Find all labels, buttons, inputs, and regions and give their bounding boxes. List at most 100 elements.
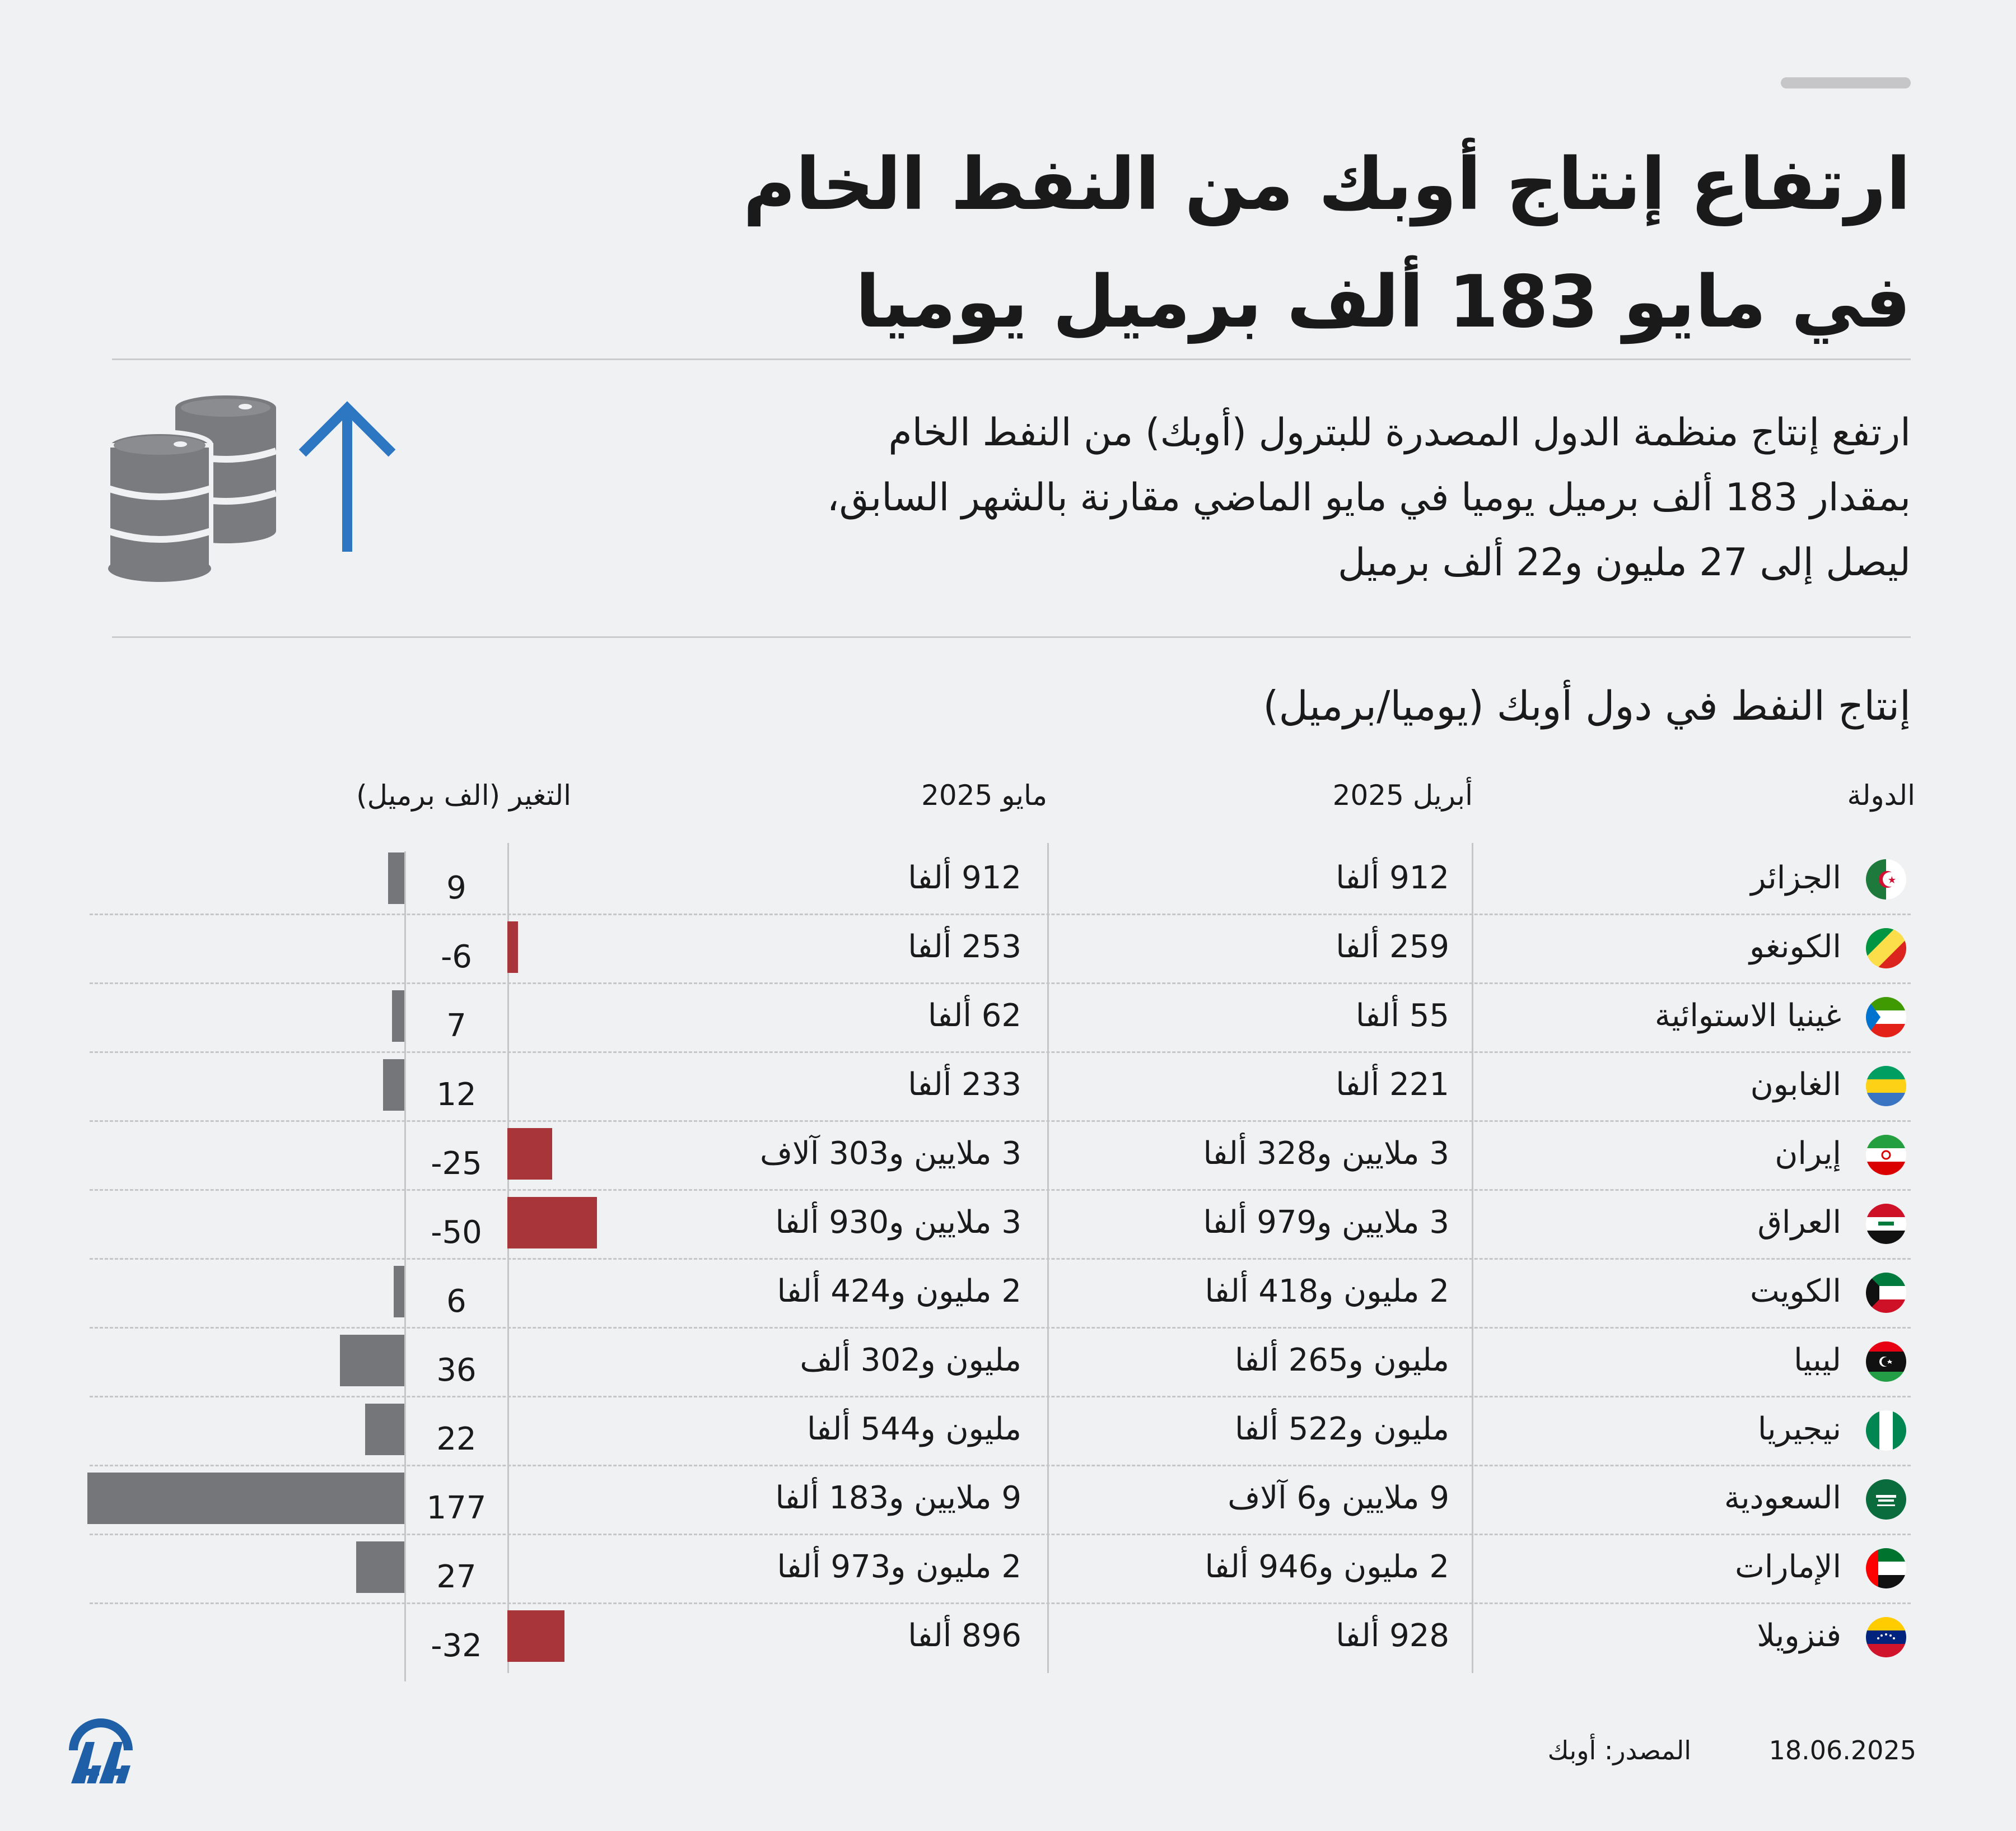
libya-flag-icon bbox=[1866, 1341, 1906, 1382]
country-name: الكونغو bbox=[1749, 929, 1841, 965]
change-bar bbox=[339, 1335, 404, 1386]
may-value: مليون و302 ألف bbox=[800, 1342, 1021, 1378]
change-value: 36 bbox=[436, 1352, 477, 1389]
april-value: 221 ألفا bbox=[1336, 1066, 1449, 1103]
may-value: 3 ملايين و930 ألفا bbox=[775, 1204, 1021, 1241]
country-name: الكويت bbox=[1749, 1273, 1841, 1310]
country-name: إيران bbox=[1775, 1135, 1841, 1172]
may-value: 62 ألفا bbox=[927, 998, 1021, 1034]
may-value: 3 ملايين و303 آلاف bbox=[759, 1135, 1021, 1172]
april-value: 2 مليون و946 ألفا bbox=[1205, 1549, 1449, 1585]
congo-flag-icon bbox=[1866, 928, 1906, 968]
change-bar bbox=[507, 1128, 552, 1180]
april-value: 3 ملايين و328 ألفا bbox=[1203, 1135, 1449, 1172]
change-bar bbox=[356, 1541, 404, 1593]
change-value: -32 bbox=[431, 1628, 482, 1664]
may-value: 912 ألفا bbox=[908, 860, 1021, 896]
bar-axis-line bbox=[404, 851, 406, 1681]
change-value: 12 bbox=[436, 1077, 477, 1113]
change-value: 6 bbox=[446, 1283, 466, 1320]
saudi-arabia-flag-icon bbox=[1866, 1479, 1906, 1520]
date-label: 18.06.2025 bbox=[1768, 1735, 1916, 1765]
change-bar bbox=[507, 921, 519, 973]
country-name: نيجيريا bbox=[1757, 1411, 1841, 1447]
row-separator bbox=[90, 1602, 1911, 1604]
change-bar bbox=[365, 1404, 404, 1455]
change-value: 22 bbox=[436, 1421, 477, 1457]
row-separator bbox=[90, 1120, 1911, 1122]
aa-logo-icon bbox=[69, 1718, 133, 1783]
change-value: -50 bbox=[431, 1214, 482, 1251]
title-line-2: في مايو 183 ألف برميل يوميا bbox=[855, 260, 1911, 344]
row-separator bbox=[90, 1396, 1911, 1397]
change-value: 177 bbox=[426, 1490, 487, 1526]
row-separator bbox=[90, 982, 1911, 984]
change-bar bbox=[382, 1059, 404, 1111]
may-value: مليون و544 ألفا bbox=[806, 1411, 1021, 1447]
april-value: مليون و265 ألفا bbox=[1234, 1342, 1449, 1378]
row-separator bbox=[90, 1189, 1911, 1191]
page-title: ارتفاع إنتاج أوبك من النفط الخام في مايو… bbox=[567, 126, 1911, 361]
row-separator bbox=[90, 1534, 1911, 1535]
header-country: الدولة bbox=[1847, 779, 1915, 812]
country-name: الغابون bbox=[1750, 1066, 1841, 1103]
algeria-flag-icon bbox=[1866, 859, 1906, 900]
gabon-flag-icon bbox=[1866, 1066, 1906, 1106]
may-value: 2 مليون و424 ألفا bbox=[777, 1273, 1021, 1310]
header-april: أبريل 2025 bbox=[1332, 779, 1473, 812]
intro-line-2: بمقدار 183 ألف برميل يوميا في مايو الماض… bbox=[827, 476, 1911, 520]
iraq-flag-icon bbox=[1866, 1204, 1906, 1244]
intro-text: ارتفع إنتاج منظمة الدول المصدرة للبترول … bbox=[455, 400, 1911, 595]
intro-line-3: ليصل إلى 27 مليون و22 ألف برميل bbox=[1337, 541, 1911, 585]
row-separator bbox=[90, 1465, 1911, 1466]
country-name: الجزائر bbox=[1751, 860, 1841, 896]
venezuela-flag-icon bbox=[1866, 1617, 1906, 1657]
country-name: العراق bbox=[1757, 1204, 1841, 1241]
divider-top bbox=[112, 358, 1911, 360]
april-value: 259 ألفا bbox=[1336, 929, 1449, 965]
country-name: غينيا الاستوائية bbox=[1654, 998, 1841, 1034]
april-value: 3 ملايين و979 ألفا bbox=[1203, 1204, 1449, 1241]
up-arrow-icon bbox=[298, 401, 396, 552]
country-name: الإمارات bbox=[1735, 1549, 1841, 1585]
row-separator bbox=[90, 1258, 1911, 1260]
change-bar bbox=[507, 1197, 597, 1248]
change-bar bbox=[393, 1266, 404, 1317]
chart-title: إنتاج النفط في دول أوبك (يوميا/برميل) bbox=[1263, 682, 1911, 729]
intro-line-1: ارتفع إنتاج منظمة الدول المصدرة للبترول … bbox=[888, 411, 1911, 455]
divider-middle bbox=[112, 636, 1911, 638]
change-value: -6 bbox=[441, 939, 472, 975]
iran-flag-icon bbox=[1866, 1135, 1906, 1175]
country-name: ليبيا bbox=[1794, 1342, 1841, 1378]
april-value: 912 ألفا bbox=[1336, 860, 1449, 896]
country-name: السعودية bbox=[1724, 1480, 1841, 1516]
row-separator bbox=[90, 914, 1911, 915]
title-line-1: ارتفاع إنتاج أوبك من النفط الخام bbox=[743, 143, 1911, 226]
april-value: 2 مليون و418 ألفا bbox=[1205, 1273, 1449, 1310]
uae-flag-icon bbox=[1866, 1548, 1906, 1588]
may-value: 253 ألفا bbox=[908, 929, 1021, 965]
change-bar bbox=[388, 852, 404, 904]
may-value: 233 ألفا bbox=[908, 1066, 1021, 1103]
top-bar-decoration bbox=[1781, 77, 1911, 88]
may-value: 9 ملايين و183 ألفا bbox=[775, 1480, 1021, 1516]
header-change: التغير (الف برميل) bbox=[356, 779, 571, 812]
kuwait-flag-icon bbox=[1866, 1273, 1906, 1313]
row-separator bbox=[90, 1327, 1911, 1329]
may-value: 896 ألفا bbox=[908, 1618, 1021, 1654]
change-value: 27 bbox=[436, 1559, 477, 1595]
april-value: 9 ملايين و6 آلاف bbox=[1228, 1480, 1449, 1516]
change-bar bbox=[87, 1473, 404, 1524]
change-value: -25 bbox=[431, 1145, 482, 1182]
country-name: فنزويلا bbox=[1757, 1618, 1841, 1654]
row-separator bbox=[90, 1051, 1911, 1053]
oil-barrels-icon bbox=[106, 395, 277, 582]
april-value: مليون و522 ألفا bbox=[1234, 1411, 1449, 1447]
april-value: 55 ألفا bbox=[1355, 998, 1449, 1034]
change-value: 7 bbox=[446, 1008, 466, 1044]
source-label: المصدر: أوبك bbox=[1547, 1735, 1691, 1765]
may-value: 2 مليون و973 ألفا bbox=[777, 1549, 1021, 1585]
equatorial-guinea-flag-icon bbox=[1866, 997, 1906, 1037]
nigeria-flag-icon bbox=[1866, 1410, 1906, 1451]
header-may: مايو 2025 bbox=[921, 779, 1047, 812]
